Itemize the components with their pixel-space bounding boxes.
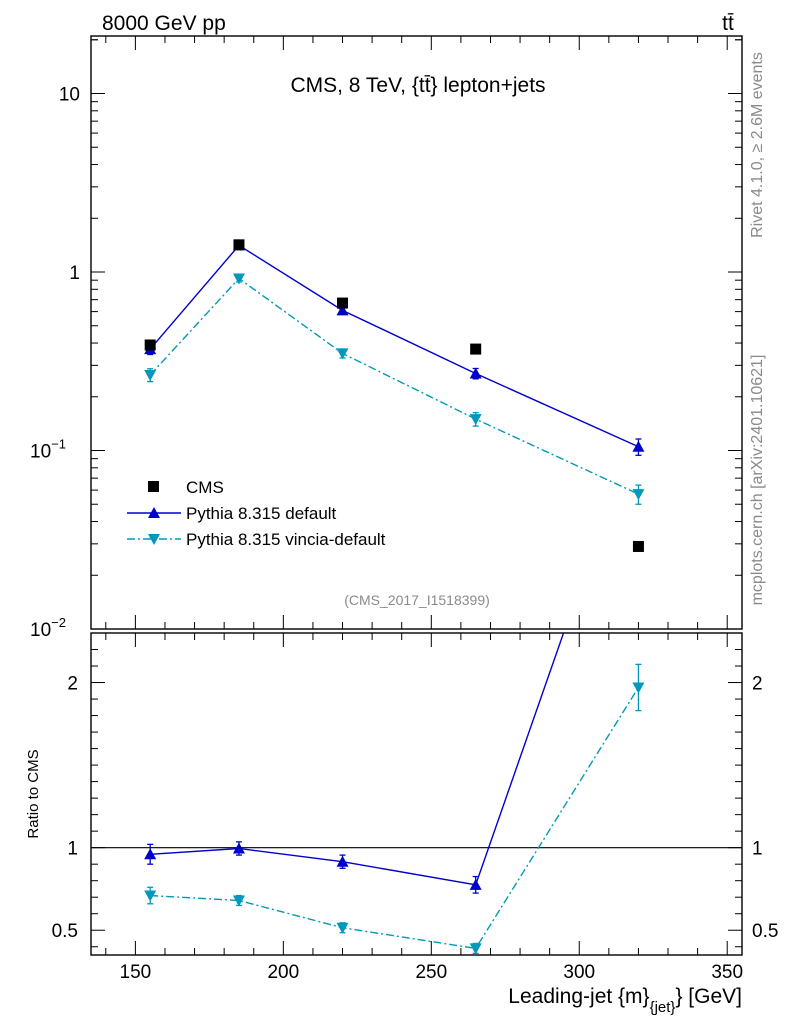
x-tick-label: 350: [711, 962, 743, 983]
process-label: tt̄: [722, 12, 734, 35]
default-point: [336, 304, 349, 316]
chart-title: CMS, 8 TeV, {tt̄} lepton+jets: [290, 74, 545, 97]
ratio-series-layer: [144, 412, 645, 955]
ratio-y-tick-label-left: 2: [67, 674, 78, 695]
y-tick-label: 10−1: [30, 437, 66, 463]
legend-marker-default: [148, 507, 160, 518]
vincia-line: [149, 277, 639, 495]
y-tick-labels: 10 1 10−1 10−2 2 2 1 1 0.5 0.5: [30, 85, 778, 943]
y-tick-label: 1: [69, 263, 80, 284]
y-tick-label: 10−2: [30, 615, 66, 641]
cms-point: [470, 343, 482, 355]
cms-point: [233, 239, 245, 251]
legend-label-cms: CMS: [186, 478, 224, 497]
default-point: [469, 367, 482, 379]
cms-point: [632, 540, 644, 552]
x-tick-labels: 150 200 250 300 350: [120, 962, 744, 983]
legend-label-vincia: Pythia 8.315 vincia-default: [186, 530, 386, 549]
ratio-y-tick-label-right: 2: [752, 674, 763, 695]
legend-marker-vincia: [148, 534, 160, 545]
ratio-default-point: [336, 855, 349, 867]
cms-point: [337, 297, 349, 309]
ratio-ylabel: Ratio to CMS: [25, 749, 42, 838]
ratio-y-tick-label-right: 0.5: [752, 921, 778, 942]
y-tick-label: 10: [59, 85, 80, 106]
beam-label: 8000 GeV pp: [102, 12, 226, 35]
main-series-layer: [144, 239, 645, 552]
vincia-point: [336, 348, 349, 360]
legend-marker-cms: [148, 481, 159, 492]
vincia-point: [232, 273, 245, 285]
axis-ticks: [91, 36, 742, 955]
main-panel-frame: [90, 35, 743, 630]
cms-point: [144, 339, 156, 351]
ratio-default-point: [232, 842, 245, 854]
ratio-vincia-point: [232, 895, 245, 907]
ratio-vincia-line: [150, 687, 640, 950]
legend: CMS Pythia 8.315 default Pythia 8.315 vi…: [127, 478, 386, 549]
ratio-default-point: [632, 412, 644, 423]
vincia-point: [632, 489, 645, 501]
default-line: [149, 244, 639, 448]
source-label: mcplots.cern.ch [arXiv:2401.10621]: [749, 355, 766, 606]
x-axis-label: Leading-jet {m}{jet}} [GeV]: [508, 985, 742, 1016]
ratio-y-tick-label-left: 1: [67, 839, 78, 860]
ratio-vincia-point: [469, 943, 482, 955]
analysis-id: (CMS_2017_I1518399): [344, 592, 490, 608]
ratio-y-tick-label-left: 0.5: [52, 921, 78, 942]
ratio-vincia-point: [144, 890, 157, 902]
x-tick-label: 300: [563, 962, 595, 983]
legend-label-default: Pythia 8.315 default: [186, 504, 337, 523]
x-tick-label: 150: [120, 962, 152, 983]
x-tick-label: 250: [415, 962, 447, 983]
vincia-point: [469, 414, 482, 426]
x-axis-label-sub: {jet}: [650, 999, 676, 1016]
x-tick-label: 200: [267, 962, 299, 983]
x-axis-label-unit: } [GeV]: [675, 985, 742, 1008]
vincia-point: [144, 369, 157, 381]
default-point: [632, 440, 645, 452]
ratio-default-point: [469, 878, 482, 890]
ratio-vincia-point: [336, 922, 349, 934]
ratio-default-point: [144, 848, 157, 860]
ratio-panel-frame: [90, 632, 743, 956]
rivet-label: Rivet 4.1.0, ≥ 2.6M events: [749, 52, 766, 238]
x-axis-label-main: Leading-jet {m}: [508, 985, 649, 1008]
ratio-y-tick-label-right: 1: [752, 839, 763, 860]
ratio-vincia-point: [632, 682, 645, 694]
